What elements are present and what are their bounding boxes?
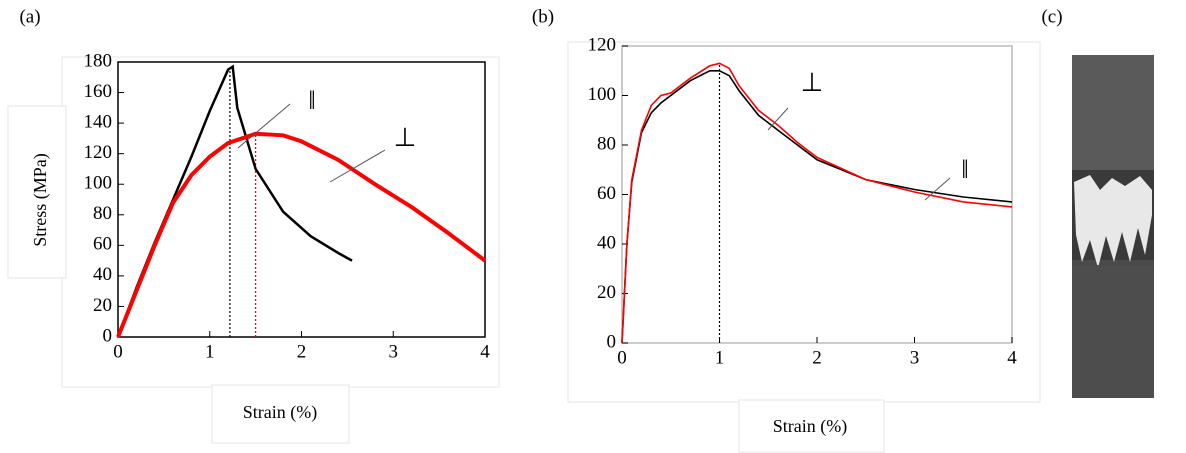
x-tick-label: 4 (480, 341, 490, 362)
annotation: ⊥ (801, 68, 824, 97)
xlabel-box (211, 384, 350, 444)
y-tick-label: 20 (93, 295, 112, 316)
x-tick-label: 1 (715, 347, 725, 368)
y-tick-label: 160 (84, 81, 113, 102)
panel-label: (b) (532, 6, 554, 27)
y-tick-label: 60 (597, 183, 616, 204)
series-line (621, 62, 1013, 344)
series-line (116, 64, 353, 338)
annotation-arrow (329, 149, 386, 183)
x-axis-label: Strain (%) (773, 416, 847, 437)
x-tick-label: 2 (812, 347, 822, 368)
y-tick-label: 100 (84, 173, 113, 194)
y-tick-label: 40 (93, 264, 112, 285)
y-tick-label: 140 (84, 111, 113, 132)
y-tick-label: 60 (93, 234, 112, 255)
annotation: ‖ (308, 86, 315, 115)
ylabel-box (7, 105, 67, 279)
x-tick-label: 0 (617, 347, 627, 368)
annotation: ⊥ (394, 123, 417, 152)
annotation-arrow (924, 177, 951, 201)
x-tick-label: 3 (910, 347, 920, 368)
y-tick-label: 80 (597, 133, 616, 154)
xlabel-box (738, 399, 885, 453)
x-tick-label: 0 (113, 341, 123, 362)
x-tick-label: 4 (1007, 347, 1017, 368)
y-axis-label: Stress (MPa) (30, 153, 51, 247)
y-tick-label: 100 (588, 84, 617, 105)
y-tick-label: 120 (84, 142, 113, 163)
y-tick-label: 180 (84, 50, 113, 71)
y-tick-label: 0 (607, 331, 617, 352)
y-tick-label: 0 (103, 325, 113, 346)
y-tick-label: 120 (588, 34, 617, 55)
annotation: ‖ (961, 155, 968, 184)
series-line (116, 131, 487, 338)
annotation-arrow (237, 103, 291, 149)
panel-label: (c) (1041, 6, 1062, 27)
series-line (621, 70, 1013, 344)
annotation-arrow (767, 107, 789, 131)
x-tick-label: 3 (389, 341, 399, 362)
y-tick-label: 80 (93, 203, 112, 224)
y-tick-label: 40 (597, 232, 616, 253)
x-axis-label: Strain (%) (243, 402, 317, 423)
x-tick-label: 1 (205, 341, 215, 362)
x-tick-label: 2 (297, 341, 307, 362)
y-tick-label: 20 (597, 282, 616, 303)
specimen-photo (1072, 55, 1154, 398)
panel-label: (a) (19, 6, 40, 27)
